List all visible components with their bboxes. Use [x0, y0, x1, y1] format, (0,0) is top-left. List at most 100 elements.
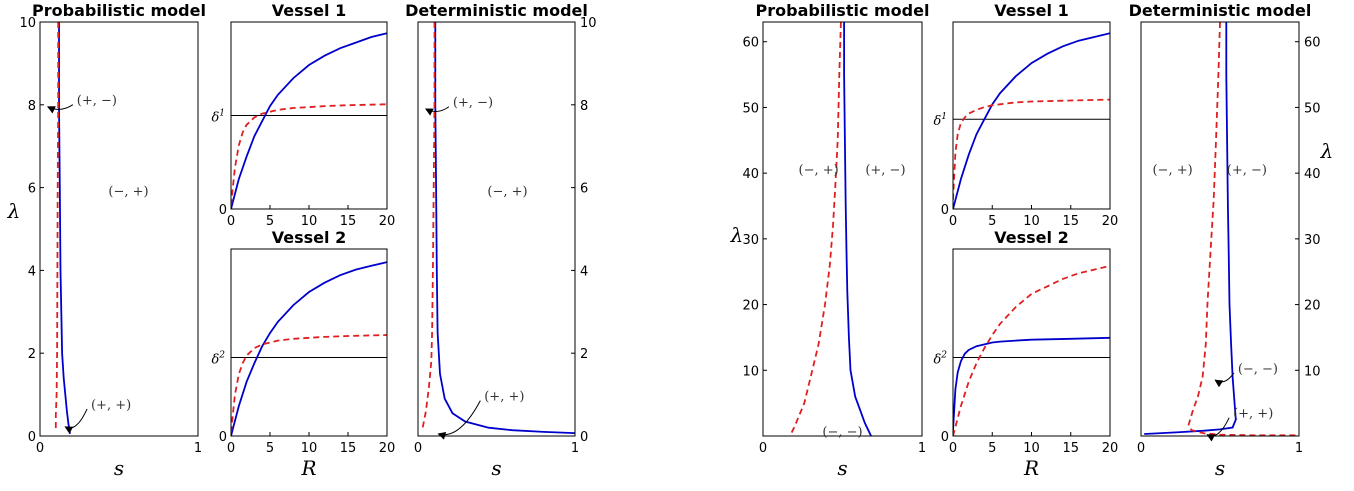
x-tick-label: 15 — [340, 441, 357, 456]
y-tick-label: 0 — [219, 430, 227, 445]
blue-solid-curve — [231, 261, 387, 436]
region-annotation: (+, +) — [91, 398, 131, 413]
y-tick-label: 8 — [580, 99, 588, 114]
axes-frame — [39, 21, 199, 437]
y-tick-label: 2 — [580, 347, 588, 362]
x-tick-label: 1 — [571, 441, 579, 456]
region-annotation: (−, +) — [487, 185, 527, 200]
x-axis-label: s — [491, 456, 501, 480]
red-dashed-curve — [54, 22, 60, 432]
y-tick-label: 50 — [742, 101, 759, 116]
region-annotation: (+, +) — [484, 390, 524, 405]
panel-title: Vessel 1 — [272, 1, 346, 20]
x-tick-label: 10 — [1023, 441, 1040, 456]
y-tick-label: 4 — [28, 264, 36, 279]
red-dashed-curve — [1187, 22, 1299, 436]
region-annotation: (−, +) — [108, 185, 148, 200]
x-tick-label: 10 — [301, 214, 318, 229]
y-tick-label: 0 — [580, 430, 588, 445]
red-dashed-curve — [789, 22, 842, 436]
region-annotation: (+, −) — [1227, 163, 1267, 178]
y-tick-label: 10 — [19, 16, 36, 31]
x-tick-label: 20 — [379, 214, 396, 229]
x-axis-label: s — [1215, 456, 1225, 480]
x-axis-label: s — [837, 456, 847, 480]
x-tick-label: 10 — [301, 441, 318, 456]
x-tick-label: 1 — [194, 441, 202, 456]
annotation-arrow — [437, 400, 481, 440]
panel-title: Probabilistic model — [32, 1, 206, 20]
red-dashed-curve — [421, 22, 436, 428]
y-tick-label: 4 — [580, 264, 588, 279]
x-tick-label: 0 — [759, 441, 767, 456]
x-tick-label: 0 — [36, 441, 44, 456]
x-axis-label: s — [114, 456, 124, 480]
red-dashed-curve — [231, 334, 387, 433]
y-axis-label: λ — [730, 223, 744, 247]
x-axis-label: R — [1023, 456, 1039, 480]
x-tick-label: 15 — [1062, 441, 1079, 456]
panel-r-prob: Probabilistic model 0 1 10 20 30 40 50 60 s λ (−, +… — [730, 1, 930, 480]
x-tick-label: 0 — [949, 214, 957, 229]
annotation-arrow — [424, 106, 450, 116]
y-tick-label: 30 — [1304, 233, 1321, 248]
red-dashed-curve — [231, 103, 387, 206]
panel-l-v1: Vessel 1 δ1 0 5 10 15 20 0 — [211, 1, 395, 229]
panel-title: Vessel 2 — [994, 228, 1068, 247]
x-tick-label: 20 — [1102, 441, 1119, 456]
x-tick-label: 15 — [340, 214, 357, 229]
blue-solid-curve — [953, 336, 1110, 431]
region-annotation: (−, +) — [799, 163, 839, 178]
y-tick-label: 2 — [28, 347, 36, 362]
region-annotation: (−, +) — [1152, 163, 1192, 178]
blue-solid-curve — [1144, 22, 1237, 435]
panel-title: Probabilistic model — [756, 1, 930, 20]
x-tick-label: 0 — [414, 441, 422, 456]
y-tick-label: 50 — [1304, 101, 1321, 116]
y-tick-label: 8 — [28, 99, 36, 114]
y-tick-label: 0 — [941, 430, 949, 445]
y-axis-label: λ — [1320, 139, 1334, 163]
blue-solid-curve — [58, 22, 71, 435]
x-tick-label: 0 — [227, 441, 235, 456]
axes-frame — [230, 248, 388, 437]
y-tick-label: 20 — [1304, 299, 1321, 314]
panel-r-det: Deterministic model 0 1 10 20 30 40 50 60 s λ (−, +… — [1129, 1, 1334, 480]
annotation-arrow — [1214, 372, 1235, 388]
region-annotation: (+, −) — [453, 96, 493, 111]
x-tick-label: 10 — [1023, 214, 1040, 229]
threshold-label: δ1 — [933, 112, 947, 129]
y-tick-label: 40 — [742, 167, 759, 182]
axes-frame — [1140, 21, 1300, 437]
x-tick-label: 0 — [949, 441, 957, 456]
y-tick-label: 10 — [580, 16, 597, 31]
red-dashed-curve — [953, 98, 1110, 200]
y-tick-label: 60 — [1304, 36, 1321, 51]
axes-frame — [952, 21, 1111, 210]
panel-r-v1: Vessel 1 δ1 0 5 10 15 20 0 — [933, 1, 1118, 229]
panel-r-v2: Vessel 2 δ2 0 5 10 15 20 0 R — [933, 228, 1118, 480]
y-tick-label: 0 — [28, 430, 36, 445]
panel-title: Deterministic model — [1129, 1, 1312, 20]
axes-frame — [762, 21, 923, 437]
axes-frame — [952, 248, 1111, 437]
y-tick-label: 20 — [742, 299, 759, 314]
y-axis-label: λ — [7, 199, 21, 223]
axes-frame — [417, 21, 576, 437]
x-tick-label: 20 — [379, 441, 396, 456]
x-tick-label: 5 — [988, 441, 996, 456]
annotation-arrow — [1206, 417, 1230, 442]
y-tick-label: 0 — [219, 203, 227, 218]
annotation-arrow — [46, 104, 74, 114]
region-annotation: (+, −) — [77, 94, 117, 109]
x-tick-label: 1 — [1295, 441, 1303, 456]
y-tick-label: 10 — [1304, 364, 1321, 379]
x-tick-label: 1 — [918, 441, 926, 456]
panel-title: Vessel 2 — [272, 228, 346, 247]
threshold-label: δ2 — [211, 350, 225, 367]
y-tick-label: 10 — [742, 364, 759, 379]
y-tick-label: 6 — [28, 182, 36, 197]
region-annotation: (−, −) — [822, 425, 862, 440]
blue-solid-curve — [843, 22, 872, 436]
